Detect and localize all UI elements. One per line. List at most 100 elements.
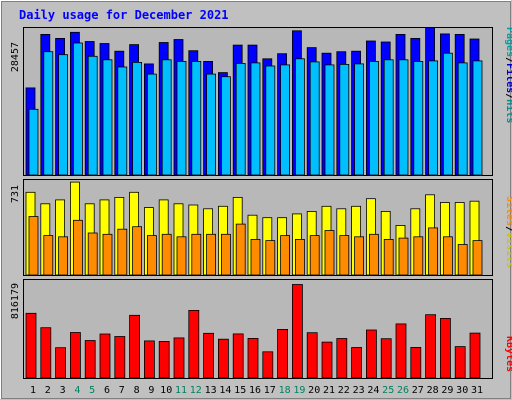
day-label-14: 14	[219, 385, 231, 396]
bar-kbytes-day-3	[55, 347, 66, 379]
bar-files-day-3	[58, 54, 68, 176]
bar-kbytes-day-19	[291, 284, 303, 379]
bar-sites-day-15	[235, 223, 246, 276]
legend-kbytes: KBytes	[504, 336, 512, 372]
bar-kbytes-day-2	[40, 327, 52, 379]
bar-files-day-16	[250, 62, 261, 176]
day-label-11: 11	[175, 385, 187, 396]
bar-files-day-26	[398, 59, 409, 176]
bar-files-day-9	[146, 73, 157, 176]
bar-sites-day-31	[472, 240, 483, 276]
bar-files-day-18	[280, 64, 291, 176]
bar-files-day-10	[161, 59, 172, 176]
legend-pages-files-hits: Pages/Files/Hits	[504, 27, 512, 123]
ymax-label-visits: 731	[10, 185, 21, 203]
bar-sites-day-17	[265, 240, 276, 276]
chart-title: Daily usage for December 2021	[19, 8, 229, 22]
legend-sep-2: /	[504, 93, 512, 99]
bar-files-day-15	[235, 63, 246, 176]
panel-visits-sites: 731 Sites/Visits	[10, 179, 512, 276]
bar-kbytes-day-15	[232, 333, 244, 379]
day-label-4: 4	[74, 385, 80, 396]
bar-kbytes-day-9	[143, 340, 155, 379]
day-label-18: 18	[279, 385, 291, 396]
bar-files-day-2	[43, 51, 54, 176]
bar-files-day-22	[339, 64, 350, 176]
bar-files-day-30	[457, 62, 468, 176]
legend-sites: Sites	[504, 196, 512, 226]
bar-kbytes-day-28	[425, 314, 437, 379]
bar-kbytes-day-6	[99, 333, 111, 379]
bar-files-day-7	[117, 66, 128, 176]
day-label-12: 12	[190, 385, 202, 396]
bar-files-day-21	[324, 64, 335, 176]
day-label-5: 5	[89, 385, 95, 396]
bar-kbytes-day-20	[306, 332, 318, 379]
day-label-17: 17	[264, 385, 276, 396]
legend-sep-3: /	[504, 226, 512, 232]
legend-files: Files	[504, 63, 512, 93]
day-label-28: 28	[427, 385, 439, 396]
day-label-13: 13	[205, 385, 217, 396]
legend-pages: Pages	[504, 27, 512, 57]
bar-kbytes-day-5	[84, 340, 96, 379]
bar-sites-day-30	[457, 244, 468, 276]
bar-sites-day-21	[324, 230, 335, 276]
bar-kbytes-day-10	[158, 340, 170, 379]
bar-kbytes-day-25	[380, 338, 392, 379]
bar-kbytes-day-17	[262, 351, 274, 379]
bar-kbytes-day-14	[217, 338, 229, 379]
day-label-25: 25	[382, 385, 394, 396]
bar-kbytes-day-22	[336, 338, 348, 379]
legend-sep-1: /	[504, 57, 512, 63]
day-label-20: 20	[308, 385, 320, 396]
bar-sites-day-16	[250, 238, 261, 276]
bar-sites-day-29	[442, 236, 453, 276]
bar-sites-day-22	[339, 235, 350, 276]
bar-kbytes-day-8	[129, 314, 141, 379]
day-label-24: 24	[367, 385, 379, 396]
bar-files-day-6	[102, 59, 113, 176]
bar-sites-day-11	[176, 236, 187, 276]
panel-kbytes: 816179 KBytes	[10, 279, 512, 379]
bar-sites-day-27	[413, 236, 424, 276]
bar-sites-day-1	[28, 216, 39, 276]
bar-kbytes-day-13	[203, 332, 215, 379]
bar-kbytes-day-4	[70, 332, 81, 379]
bar-files-day-1	[28, 108, 39, 176]
legend-visits-sites: Sites/Visits	[504, 196, 512, 268]
day-label-10: 10	[160, 385, 172, 396]
bar-kbytes-day-24	[365, 329, 377, 379]
bar-files-day-29	[442, 52, 453, 176]
bar-sites-day-18	[280, 235, 291, 276]
bar-sites-day-5	[87, 232, 98, 276]
day-label-7: 7	[119, 385, 125, 396]
bar-files-day-23	[354, 63, 365, 176]
bar-files-day-27	[413, 61, 424, 176]
bar-sites-day-10	[161, 233, 172, 276]
bar-sites-day-13	[206, 233, 217, 276]
bar-kbytes-day-29	[439, 317, 451, 379]
day-label-27: 27	[412, 385, 424, 396]
bar-kbytes-day-12	[188, 309, 200, 379]
day-label-23: 23	[353, 385, 365, 396]
bar-files-day-31	[472, 60, 483, 176]
bar-sites-day-8	[132, 226, 143, 276]
bar-files-day-19	[294, 58, 305, 176]
bar-sites-day-19	[294, 238, 305, 276]
bar-files-day-12	[191, 61, 202, 176]
day-label-31: 31	[471, 385, 483, 396]
bar-files-day-17	[265, 65, 276, 176]
bar-sites-day-14	[220, 233, 231, 276]
ymax-label-kbytes: 816179	[10, 283, 21, 319]
day-label-16: 16	[249, 385, 261, 396]
bar-sites-day-28	[428, 227, 439, 276]
day-label-9: 9	[148, 385, 154, 396]
day-label-30: 30	[456, 385, 468, 396]
bar-kbytes-day-30	[454, 346, 466, 379]
day-label-19: 19	[293, 385, 305, 396]
bar-files-day-14	[220, 76, 231, 176]
bar-kbytes-day-23	[351, 347, 363, 379]
bar-files-day-8	[132, 62, 143, 176]
